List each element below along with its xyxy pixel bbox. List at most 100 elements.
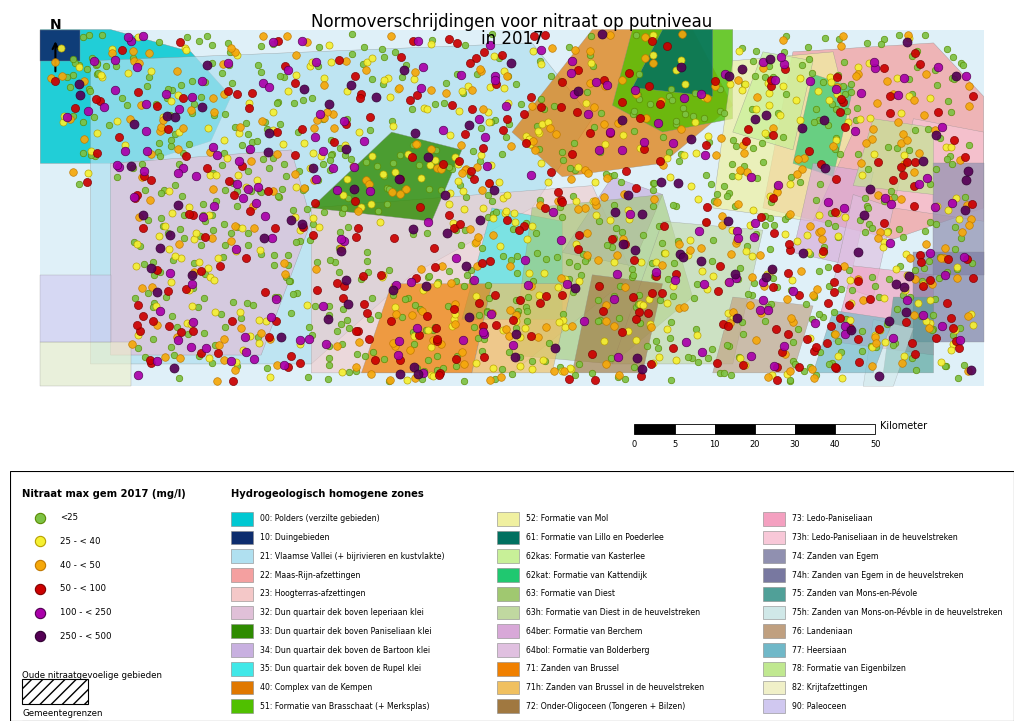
Point: [896, 149, 912, 161]
Point: [801, 53, 817, 65]
Point: [220, 37, 237, 49]
Point: [228, 221, 245, 233]
Point: [566, 370, 583, 381]
Point: [643, 322, 659, 334]
Point: [628, 183, 644, 194]
Point: [175, 162, 191, 174]
Point: [446, 308, 463, 320]
Point: [877, 192, 893, 204]
Point: [742, 171, 759, 183]
Point: [651, 155, 668, 167]
Point: [207, 339, 223, 351]
Point: [213, 309, 229, 320]
Point: [447, 252, 464, 263]
Point: [214, 67, 230, 78]
Point: [466, 173, 482, 184]
Point: [215, 58, 231, 70]
Point: [582, 77, 598, 88]
Point: [250, 181, 266, 192]
Point: [161, 243, 177, 254]
Point: [959, 165, 976, 177]
Point: [294, 218, 310, 229]
Point: [111, 130, 127, 142]
Point: [129, 319, 145, 331]
Point: [140, 287, 157, 299]
Point: [280, 260, 296, 271]
Point: [445, 218, 462, 229]
Point: [938, 267, 954, 278]
Point: [216, 147, 232, 159]
Point: [675, 102, 691, 114]
Bar: [497, 662, 519, 676]
Point: [171, 126, 187, 138]
Point: [804, 67, 820, 79]
Point: [900, 144, 916, 155]
Point: [433, 260, 450, 272]
Point: [186, 233, 203, 244]
Point: [407, 338, 423, 349]
Point: [429, 365, 445, 376]
Point: [900, 29, 916, 41]
Point: [172, 36, 188, 48]
Point: [959, 199, 976, 211]
Point: [228, 178, 245, 190]
Point: [620, 326, 636, 337]
Point: [938, 153, 954, 165]
Point: [779, 210, 796, 221]
Point: [734, 139, 751, 151]
Point: [487, 373, 504, 384]
Text: Nitraat max gem 2017 (mg/l): Nitraat max gem 2017 (mg/l): [23, 489, 186, 499]
Point: [341, 322, 357, 334]
Point: [498, 101, 514, 112]
Point: [561, 373, 578, 385]
Point: [828, 104, 845, 115]
Point: [735, 359, 752, 370]
Point: [506, 207, 522, 218]
Point: [604, 241, 621, 253]
Point: [76, 133, 92, 145]
Point: [339, 86, 355, 97]
Point: [828, 362, 845, 373]
Point: [820, 218, 837, 229]
Point: [66, 69, 82, 80]
Point: [959, 365, 976, 377]
Point: [760, 304, 776, 316]
Point: [279, 30, 295, 41]
Point: [853, 157, 869, 168]
Point: [276, 60, 293, 72]
Point: [524, 220, 541, 231]
Point: [802, 249, 818, 260]
Point: [67, 57, 83, 68]
Point: [587, 176, 603, 188]
Point: [850, 273, 866, 285]
Point: [252, 66, 268, 78]
Point: [792, 114, 808, 125]
Point: [142, 174, 159, 186]
Point: [744, 272, 761, 283]
Point: [762, 191, 778, 202]
Point: [767, 74, 783, 86]
Point: [763, 80, 779, 92]
Point: [606, 290, 623, 302]
Point: [501, 330, 517, 341]
Text: 52: Formatie van Mol: 52: Formatie van Mol: [526, 514, 608, 523]
Point: [416, 102, 432, 114]
Point: [503, 140, 519, 152]
Point: [806, 117, 822, 128]
Point: [375, 270, 391, 281]
Point: [517, 254, 534, 266]
Point: [863, 341, 880, 352]
Point: [556, 322, 572, 334]
Point: [412, 201, 428, 212]
Point: [756, 280, 772, 291]
Point: [865, 149, 882, 160]
Point: [961, 80, 977, 92]
Point: [808, 194, 824, 205]
Point: [687, 117, 703, 128]
Point: [133, 283, 150, 294]
Point: [532, 58, 549, 70]
Point: [353, 88, 370, 100]
Point: [765, 122, 781, 133]
Point: [730, 273, 746, 284]
Point: [153, 188, 169, 199]
